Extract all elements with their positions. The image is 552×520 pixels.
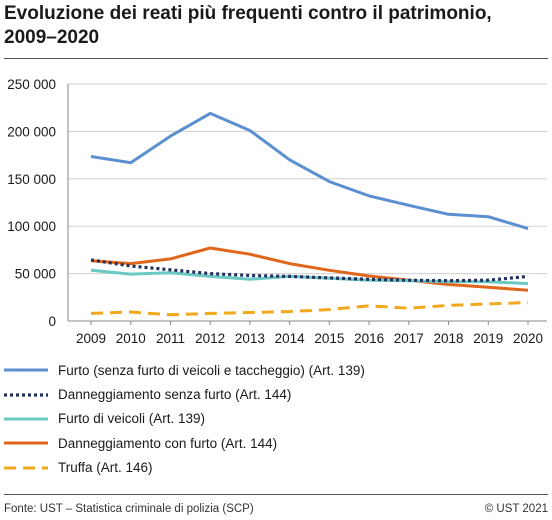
x-tick-label: 2020: [513, 331, 543, 346]
legend-label: Danneggiamento con furto (Art. 144): [58, 436, 277, 451]
legend-swatch: [4, 438, 48, 448]
y-tick-label: 0: [48, 314, 56, 329]
legend-item: Furto di veicoli (Art. 139): [4, 407, 544, 431]
x-tick-label: 2013: [235, 331, 265, 346]
legend-label: Danneggiamento senza furto (Art. 144): [58, 387, 291, 402]
legend-label: Furto (senza furto di veicoli e tacchegg…: [58, 363, 365, 378]
legend-swatch: [4, 365, 48, 375]
x-tick-label: 2011: [156, 331, 185, 346]
y-tick-label: 200 000: [7, 124, 56, 139]
y-axis-tick-labels: 0 50 000 100 000 150 000 200 000 250 000: [7, 77, 56, 329]
x-tick-label: 2015: [314, 331, 344, 346]
line-chart: 0 50 000 100 000 150 000 200 000 250 000 2009…: [0, 0, 552, 352]
series-lines: [91, 113, 528, 314]
series-line-1: [91, 113, 528, 228]
legend-swatch: [4, 414, 48, 424]
y-tick-label: 100 000: [7, 219, 56, 234]
legend-label: Truffa (Art. 146): [58, 460, 153, 475]
y-tick-label: 250 000: [7, 77, 56, 92]
x-tick-label: 2012: [195, 331, 225, 346]
x-axis-tick-labels: 2009 2010 2011 2012 2013 2014 2015 2016 2017 2018…: [76, 321, 543, 346]
y-tick-label: 50 000: [15, 267, 56, 282]
x-tick-label: 2017: [394, 331, 424, 346]
legend-label: Furto di veicoli (Art. 139): [58, 411, 205, 426]
x-tick-label: 2018: [434, 331, 464, 346]
x-tick-label: 2016: [354, 331, 384, 346]
legend: Furto (senza furto di veicoli e tacchegg…: [4, 358, 544, 480]
x-tick-label: 2019: [473, 331, 503, 346]
legend-item: Furto (senza furto di veicoli e tacchegg…: [4, 358, 544, 382]
footer: Fonte: UST – Statistica criminale di pol…: [4, 503, 548, 515]
legend-item: Danneggiamento senza furto (Art. 144): [4, 382, 544, 406]
y-tick-label: 150 000: [7, 172, 56, 187]
x-tick-label: 2010: [116, 331, 146, 346]
footer-divider: [4, 494, 548, 495]
copyright-note: © UST 2021: [485, 503, 548, 515]
series-line-5: [91, 303, 528, 315]
legend-swatch: [4, 390, 48, 400]
legend-item: Danneggiamento con furto (Art. 144): [4, 431, 544, 455]
legend-item: Truffa (Art. 146): [4, 456, 544, 480]
source-note: Fonte: UST – Statistica criminale di pol…: [4, 503, 254, 515]
x-tick-label: 2009: [76, 331, 106, 346]
legend-swatch: [4, 463, 48, 473]
x-tick-label: 2014: [275, 331, 306, 346]
